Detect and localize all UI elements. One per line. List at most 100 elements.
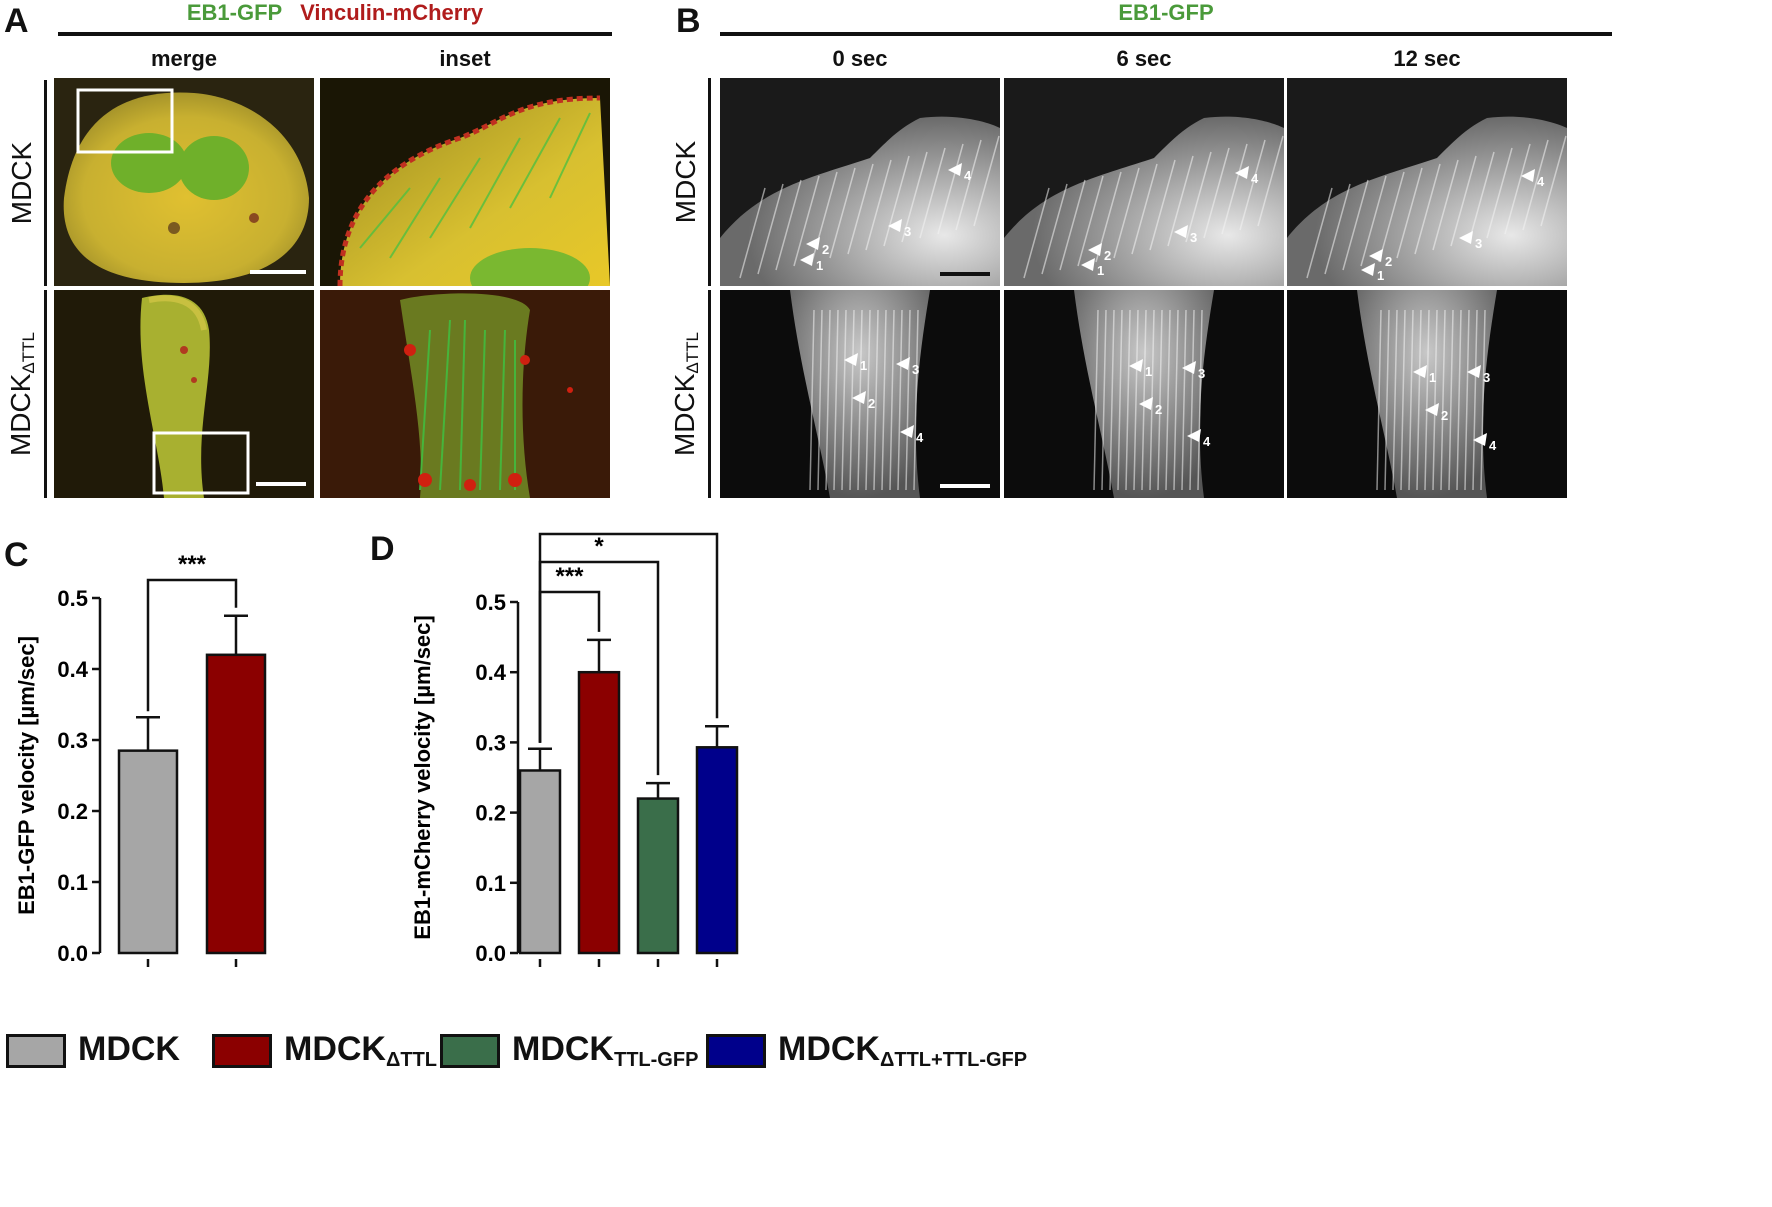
arrowhead-marker: 3: [896, 357, 919, 377]
significance-label: ***: [178, 551, 207, 578]
legend-swatch: [706, 1034, 766, 1068]
legend-item-mdck-ttl-gfp: MDCKTTL-GFP: [440, 1030, 698, 1072]
chart-c: EB1-GFP velocity [µm/sec] 0.0 0.1 0.2 0.3 0.4…: [14, 551, 267, 967]
timelapse-frame-image: 1 2 3 4: [790, 290, 930, 498]
y-tick-label: 0.2: [57, 799, 88, 824]
y-tick-label: 0.4: [57, 657, 88, 682]
timelapse-frame-r2-c1: 1 2 3 4: [720, 290, 1000, 498]
eb1-gfp-title: EB1-GFP: [186, 0, 282, 25]
timelapse-frame-image: 12 3 4: [1004, 116, 1284, 286]
arrowhead-label: 3: [904, 224, 911, 239]
bar: [518, 769, 562, 955]
arrowhead-marker: 4: [1473, 433, 1497, 453]
panel-a-header-rule: [58, 32, 612, 36]
arrowhead-marker: 3: [1174, 225, 1197, 245]
bar: [695, 746, 739, 955]
micrograph-inset-mdck-dttl-image: [400, 293, 573, 498]
arrowhead-marker: 2: [1139, 397, 1162, 417]
arrowhead-label: 1: [860, 358, 867, 373]
significance-label: ***: [555, 563, 584, 590]
legend-label: MDCKΔTTL+TTL-GFP: [778, 1030, 1028, 1071]
arrowhead-marker: 1: [800, 253, 823, 273]
arrowhead-marker: 2: [806, 237, 829, 257]
col-header-6sec: 6 sec: [1116, 46, 1172, 71]
micrograph-merge-mdck-dttl: [54, 290, 314, 498]
arrowhead-marker: 4: [1521, 169, 1545, 189]
arrowhead-marker: 2: [1425, 403, 1448, 423]
arrowhead-marker: 1: [1361, 263, 1384, 283]
significance-label: *: [594, 533, 604, 560]
arrowhead-label: 1: [1377, 268, 1384, 283]
micrograph-merge-mdck-dttl-image: [140, 294, 250, 498]
arrowhead-marker: 3: [1459, 231, 1482, 251]
arrowhead-marker: 1: [1081, 258, 1104, 278]
arrowhead-label: 2: [822, 242, 829, 257]
arrowhead-label: 1: [1097, 263, 1104, 278]
arrowhead-marker: 4: [1187, 429, 1211, 449]
arrowhead-marker: 4: [1235, 166, 1259, 186]
scale-bar: [250, 270, 306, 274]
col-header-merge: merge: [150, 46, 218, 71]
arrowhead-marker: 4: [900, 425, 924, 445]
inset-box: [76, 88, 174, 154]
arrowhead-label: 4: [916, 430, 924, 445]
arrowhead-marker: 3: [1182, 361, 1205, 381]
micrograph-inset-mdck-dttl: [320, 290, 610, 498]
arrowhead-label: 4: [1203, 434, 1211, 449]
arrowhead-marker: 3: [888, 219, 911, 239]
bar: [577, 670, 621, 955]
timelapse-frame-image: 12 3 4: [1287, 116, 1567, 286]
arrowhead-marker: 1: [844, 353, 867, 373]
panel-a-row-rule-1: [44, 80, 47, 286]
arrowhead-label: 3: [1190, 230, 1197, 245]
arrowhead-label: 1: [1145, 364, 1152, 379]
panel-letter-c: C: [4, 536, 29, 574]
arrowhead-label: 3: [912, 362, 919, 377]
row-label-b-mdck-dttl: MDCKΔTTL: [669, 331, 702, 457]
legend-swatch: [440, 1034, 500, 1068]
y-tick-label: 0.4: [475, 660, 506, 685]
arrowhead-label: 4: [1251, 171, 1259, 186]
arrowhead-marker: 2: [1088, 243, 1111, 263]
timelapse-frame-image: 12 3 4: [720, 116, 1000, 286]
arrowhead-marker: 1: [1129, 359, 1152, 379]
significance-bracket: [146, 578, 238, 712]
y-tick-label: 0.1: [475, 871, 506, 896]
panel-letter-a: A: [4, 2, 29, 40]
panel-letter-d: D: [370, 530, 395, 568]
panel-letter-b: B: [676, 2, 701, 40]
arrowhead-marker: 2: [852, 391, 875, 411]
row-label-a-mdck: MDCK: [6, 141, 37, 225]
legend-label: MDCKΔTTL: [284, 1030, 438, 1071]
legend-item-mdck-dttl-ttl-gfp: MDCKΔTTL+TTL-GFP: [706, 1030, 1027, 1072]
y-tick-label: 0.0: [57, 941, 88, 966]
col-header-12sec: 12 sec: [1393, 46, 1461, 71]
micrograph-merge-mdck: [54, 78, 314, 286]
arrowhead-label: 1: [816, 258, 823, 273]
micrograph-inset-mdck: [320, 78, 610, 286]
y-axis-label: EB1-mCherry velocity [µm/sec]: [410, 615, 435, 939]
bar: [205, 653, 267, 955]
panel-a-row-rule-2: [44, 290, 47, 498]
arrowhead-marker: 4: [948, 163, 972, 183]
arrowhead-label: 1: [1429, 370, 1436, 385]
row-label-a-mdck-dttl: MDCKΔTTL: [5, 331, 38, 457]
col-header-inset: inset: [439, 46, 491, 71]
y-tick-label: 0.5: [475, 590, 506, 615]
arrowhead-label: 2: [1385, 254, 1392, 269]
arrowhead-label: 4: [1489, 438, 1497, 453]
y-tick-label: 0.0: [475, 941, 506, 966]
panel-b-title: EB1-GFP: [1118, 0, 1214, 25]
micrograph-merge-mdck-image: [63, 88, 309, 283]
scale-bar: [256, 482, 306, 486]
arrowhead-label: 4: [964, 168, 972, 183]
y-tick-label: 0.5: [57, 586, 88, 611]
timelapse-frame-image: 1 23 4: [1074, 290, 1214, 498]
col-header-0sec: 0 sec: [832, 46, 888, 71]
y-tick-label: 0.3: [475, 730, 506, 755]
arrowhead-marker: 3: [1467, 365, 1490, 385]
vinculin-mcherry-title: Vinculin-mCherry: [300, 0, 484, 25]
arrowhead-label: 4: [1537, 174, 1545, 189]
